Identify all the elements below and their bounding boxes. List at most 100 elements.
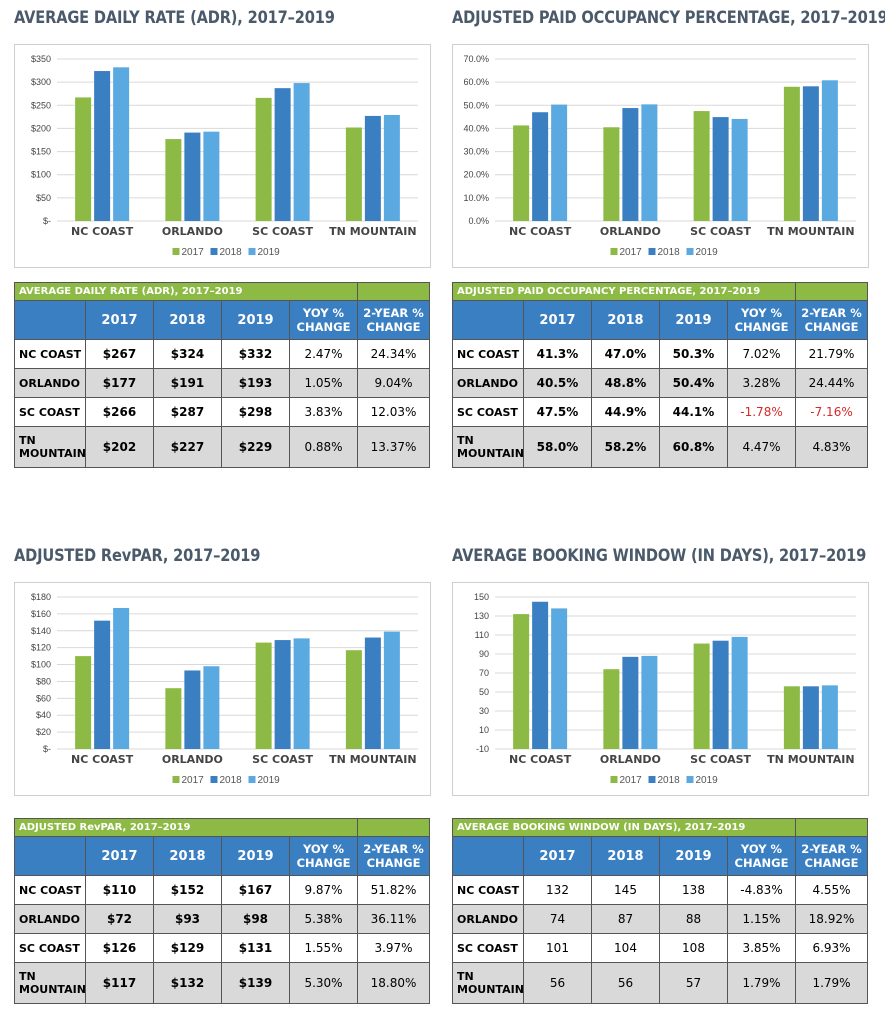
bar-2017	[783, 86, 800, 221]
legend-swatch	[248, 776, 256, 783]
legend-swatch	[210, 248, 218, 255]
bar-2017	[165, 139, 182, 221]
revpar-col-2018: 2018	[153, 836, 222, 876]
y-tick-label: 70.0%	[463, 54, 489, 64]
x-category-label: SC COAST	[252, 753, 313, 766]
legend-swatch	[648, 776, 656, 783]
legend-label: 2019	[696, 775, 719, 786]
y-tick-label: $300	[31, 77, 51, 87]
bar-2017	[165, 688, 182, 749]
revpar-chart: $- $20 $40 $60 $80 $100 $120 $140 $160 $180 NC COA…	[14, 582, 431, 796]
revpar-panel: ADJUSTED RevPAR, 2017–2019 $- $20 $40 $60 $8…	[13, 546, 431, 1016]
negative-value: -1.78%	[726, 397, 797, 427]
table-row: ORLANDO $72 $93 $98 5.38% 36.11%	[14, 904, 431, 934]
y-tick-label: 50	[479, 687, 489, 697]
adr-col-yoy: YOY % CHANGE	[289, 300, 358, 340]
table-row: TN MOUNTAIN $117 $132 $139 5.30% 18.80%	[14, 962, 431, 1004]
bar-2019	[731, 118, 748, 221]
y-tick-label: $80	[36, 676, 51, 686]
y-tick-label: $-	[43, 744, 51, 754]
bar-2019	[113, 67, 130, 222]
bar-2017	[513, 614, 530, 749]
legend-label: 2018	[220, 775, 243, 786]
bar-2019	[551, 104, 568, 221]
bar-2018	[622, 656, 639, 749]
bar-2017	[345, 650, 362, 749]
legend-swatch	[610, 776, 618, 783]
legend-swatch	[610, 248, 618, 255]
table-row: SC COAST 101 104 108 3.85% 6.93%	[452, 933, 868, 963]
legend-label: 2017	[620, 247, 643, 258]
y-tick-label: 0.0%	[468, 216, 489, 226]
y-tick-label: 10	[479, 725, 489, 735]
bar-2017	[75, 656, 92, 749]
x-category-label: NC COAST	[71, 753, 134, 766]
x-category-label: ORLANDO	[162, 225, 223, 238]
y-tick-label: 50.0%	[463, 100, 489, 110]
bar-2019	[551, 608, 568, 749]
bar-2018	[364, 115, 381, 221]
y-tick-label: 60.0%	[463, 77, 489, 87]
legend-swatch	[648, 248, 656, 255]
x-category-label: SC COAST	[690, 225, 751, 238]
bar-2018	[802, 86, 819, 222]
bar-2017	[255, 97, 272, 221]
occupancy-table-title: ADJUSTED PAID OCCUPANCY PERCENTAGE, 2017…	[451, 282, 797, 301]
legend-swatch	[686, 248, 694, 255]
bar-2018	[274, 88, 291, 221]
bar-2018	[532, 601, 549, 749]
bar-2018	[364, 637, 381, 749]
bar-2017	[603, 669, 620, 749]
y-tick-label: $120	[31, 643, 51, 653]
y-tick-label: 150	[474, 592, 489, 602]
x-category-label: ORLANDO	[162, 753, 223, 766]
bar-2017	[693, 111, 710, 221]
bar-2018	[184, 132, 201, 221]
y-tick-label: $60	[36, 693, 51, 703]
x-category-label: NC COAST	[509, 225, 572, 238]
y-tick-label: $-	[43, 216, 51, 226]
table-row: NC COAST 132 145 138 -4.83% 4.55%	[452, 875, 868, 905]
y-tick-label: 90	[479, 649, 489, 659]
table-row: SC COAST $266 $287 $298 3.83% 12.03%	[14, 397, 430, 427]
legend-swatch	[210, 776, 218, 783]
y-tick-label: 30	[479, 706, 489, 716]
y-tick-label: 20.0%	[463, 170, 489, 180]
x-category-label: TN MOUNTAIN	[767, 225, 854, 238]
revpar-col-2yr: 2-YEAR % CHANGE	[357, 836, 431, 876]
y-tick-label: 10.0%	[463, 193, 489, 203]
bar-2019	[383, 631, 400, 749]
bar-2017	[693, 643, 710, 749]
y-tick-label: $160	[31, 609, 51, 619]
y-tick-label: $150	[31, 147, 51, 157]
occupancy-chart-svg: 0.0% 10.0% 20.0% 30.0% 40.0% 50.0% 60.0% 70.0% N…	[463, 54, 856, 258]
occ-col-2019: 2019	[659, 300, 728, 340]
revpar-table-title: ADJUSTED RevPAR, 2017–2019	[13, 818, 359, 837]
booking-table: AVERAGE BOOKING WINDOW (IN DAYS), 2017–2…	[452, 818, 868, 1004]
bar-2018	[94, 620, 111, 749]
occupancy-table: ADJUSTED PAID OCCUPANCY PERCENTAGE, 2017…	[451, 282, 869, 468]
adr-table: AVERAGE DAILY RATE (ADR), 2017–2019 2017…	[14, 282, 430, 468]
occupancy-chart: 0.0% 10.0% 20.0% 30.0% 40.0% 50.0% 60.0% 70.0% N…	[452, 44, 869, 268]
occupancy-panel: ADJUSTED PAID OCCUPANCY PERCENTAGE, 2017…	[451, 8, 885, 478]
booking-col-2017: 2017	[523, 836, 592, 876]
legend-label: 2017	[620, 775, 643, 786]
x-category-label: NC COAST	[509, 753, 572, 766]
revpar-col-2019: 2019	[221, 836, 290, 876]
occ-col-yoy: YOY % CHANGE	[726, 300, 797, 340]
bar-2019	[203, 666, 220, 749]
x-category-label: NC COAST	[71, 225, 134, 238]
y-tick-label: $350	[31, 54, 51, 64]
bar-2017	[783, 686, 800, 749]
table-row: ORLANDO 74 87 88 1.15% 18.92%	[452, 904, 868, 934]
y-tick-label: -10	[476, 744, 489, 754]
booking-col-2yr: 2-YEAR % CHANGE	[795, 836, 868, 876]
bar-2019	[203, 131, 220, 221]
legend-label: 2018	[220, 247, 243, 258]
table-row: ORLANDO $177 $191 $193 1.05% 9.04%	[14, 368, 430, 398]
x-category-label: TN MOUNTAIN	[329, 753, 416, 766]
bar-2017	[513, 125, 530, 221]
bar-2018	[622, 108, 639, 221]
legend-label: 2019	[258, 247, 281, 258]
legend-swatch	[248, 248, 256, 255]
